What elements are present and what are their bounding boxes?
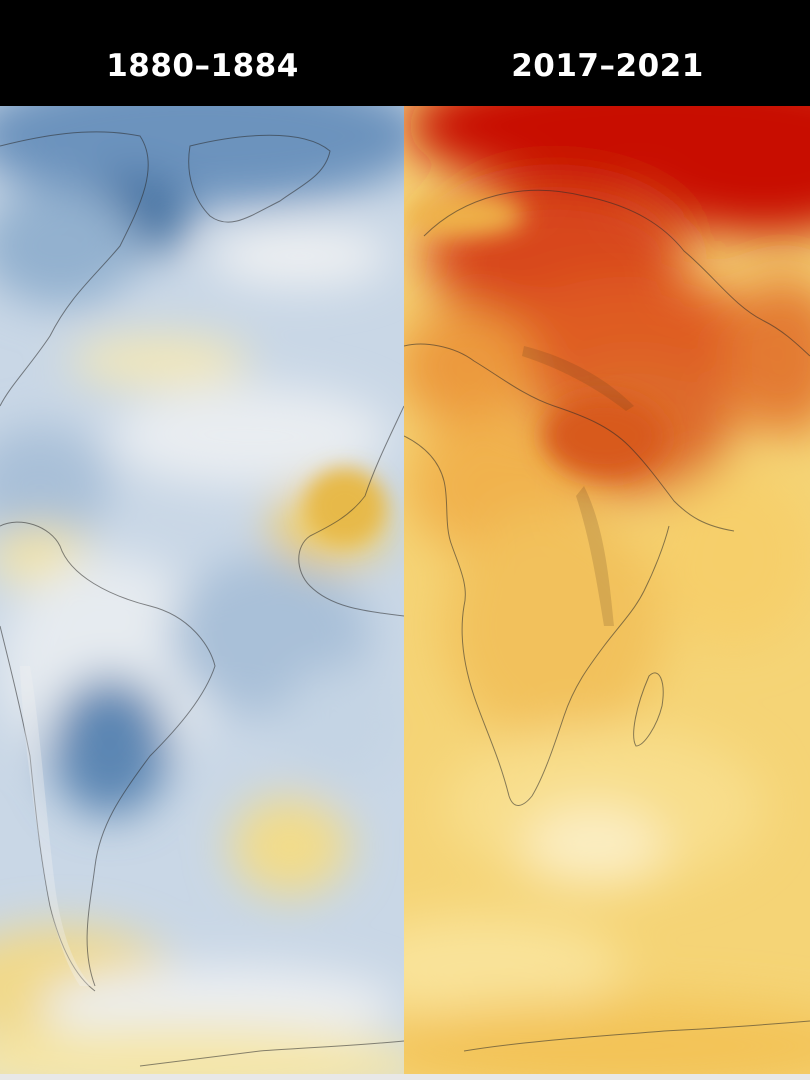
left-period-label: 1880–1884 xyxy=(106,48,299,84)
right-map-svg xyxy=(404,106,810,1074)
left-anomaly-blobs xyxy=(0,106,404,1074)
right-period-label: 2017–2021 xyxy=(511,48,704,84)
left-hot-spots xyxy=(305,468,385,544)
left-relief-highlights xyxy=(20,666,92,986)
right-anomaly-blobs xyxy=(404,106,810,1074)
right-anomaly-map xyxy=(404,106,810,1074)
bottom-edge-strip xyxy=(0,1074,810,1080)
right-coastlines xyxy=(404,189,810,1052)
left-coastlines xyxy=(0,131,404,1067)
header-bar: 1880–1884 2017–2021 xyxy=(0,0,810,106)
left-anomaly-map xyxy=(0,106,404,1074)
right-hot-spots xyxy=(404,196,664,476)
right-relief-shading xyxy=(522,346,634,626)
left-map-svg xyxy=(0,106,404,1074)
